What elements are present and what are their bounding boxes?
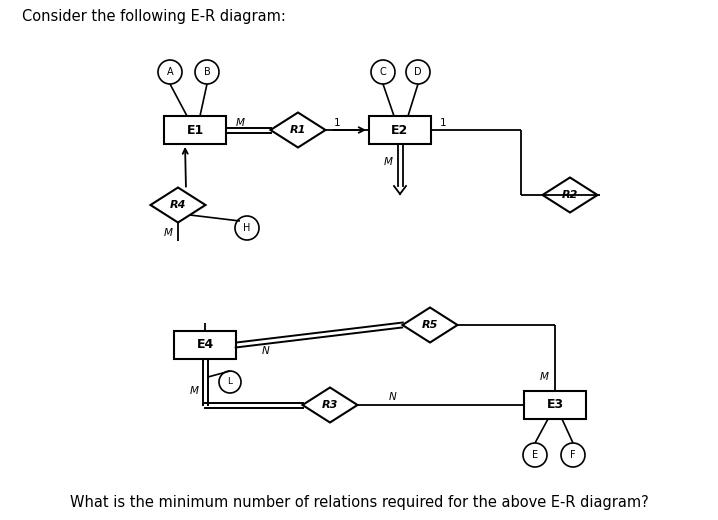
Text: C: C [380,67,386,77]
Circle shape [406,60,430,84]
FancyBboxPatch shape [369,116,431,144]
Text: E3: E3 [546,398,564,411]
Text: R2: R2 [561,190,578,200]
Text: 1: 1 [334,118,341,128]
Text: R1: R1 [290,125,306,135]
FancyBboxPatch shape [164,116,226,144]
Circle shape [158,60,182,84]
Text: R4: R4 [170,200,186,210]
Circle shape [523,443,547,467]
Text: H: H [243,223,251,233]
Polygon shape [543,177,597,213]
Text: B: B [204,67,210,77]
Text: M: M [539,372,549,382]
Text: M: M [164,228,172,239]
Polygon shape [271,112,325,148]
Text: 1: 1 [439,118,447,128]
Text: A: A [167,67,173,77]
Text: M: M [383,157,393,167]
Polygon shape [403,307,457,343]
Circle shape [235,216,259,240]
Text: What is the minimum number of relations required for the above E-R diagram?: What is the minimum number of relations … [70,496,648,511]
FancyBboxPatch shape [524,391,586,419]
Text: D: D [414,67,421,77]
Text: E1: E1 [187,123,204,136]
FancyBboxPatch shape [174,331,236,359]
Circle shape [219,371,241,393]
Text: R5: R5 [421,320,438,330]
Text: E: E [532,450,538,460]
Text: E4: E4 [197,339,214,352]
Text: M: M [236,118,245,128]
Text: Consider the following E-R diagram:: Consider the following E-R diagram: [22,8,286,23]
Circle shape [195,60,219,84]
Text: M: M [190,386,198,396]
Polygon shape [302,387,358,422]
Text: L: L [228,378,233,386]
Text: R3: R3 [322,400,338,410]
Polygon shape [151,188,205,223]
Text: N: N [262,346,270,356]
Text: F: F [570,450,576,460]
Circle shape [371,60,395,84]
Circle shape [561,443,585,467]
Text: E2: E2 [391,123,409,136]
Text: N: N [388,392,396,402]
